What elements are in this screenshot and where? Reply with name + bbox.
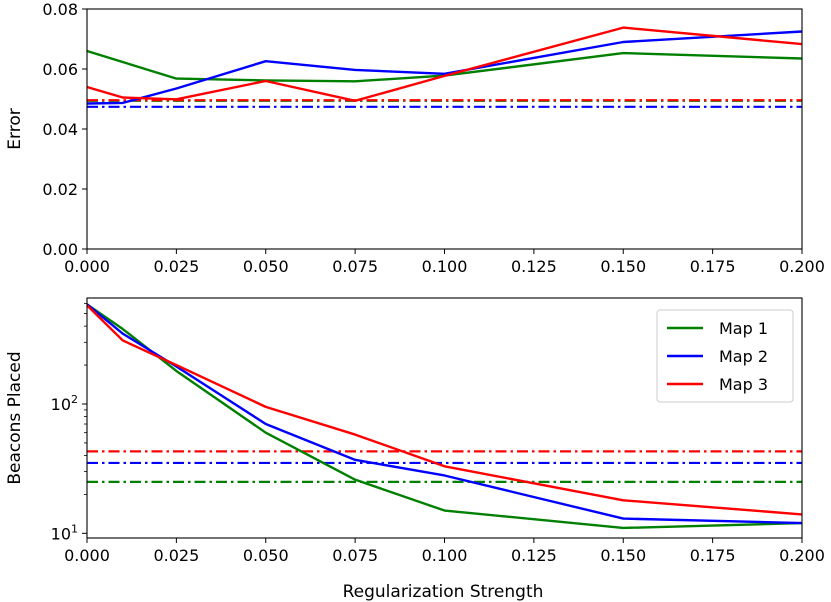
legend-box bbox=[656, 309, 794, 403]
plot-frame bbox=[86, 8, 803, 250]
legend-label: Map 2 bbox=[719, 347, 768, 366]
x-tick-label: 0.050 bbox=[243, 546, 289, 565]
y-tick-label: 0.02 bbox=[42, 180, 78, 199]
series-line-map-3 bbox=[87, 304, 802, 516]
y-tick-label: 102 bbox=[51, 393, 78, 414]
series-line-map-2 bbox=[87, 30, 802, 105]
y-tick-label: 0.00 bbox=[42, 240, 78, 259]
x-tick-label: 0.150 bbox=[600, 546, 646, 565]
series-line-map-3 bbox=[87, 26, 802, 103]
legend-label: Map 1 bbox=[719, 319, 768, 338]
error-panel: 0.000 0.025 0.050 0.075 0.100 0.125 0.150 0.175… bbox=[5, 0, 825, 276]
y-tick-base: 10 bbox=[51, 524, 71, 543]
y-tick-exponent: 1 bbox=[71, 522, 78, 535]
y-tick-label: 101 bbox=[51, 522, 78, 543]
series-line-map-1 bbox=[87, 303, 802, 530]
x-tick-label: 0.150 bbox=[600, 257, 646, 276]
y-tick-label: 0.04 bbox=[42, 120, 78, 139]
y-axis-label: Error bbox=[5, 108, 25, 149]
beacons-panel: 0.000 0.025 0.050 0.075 0.100 0.125 0.150 0.175… bbox=[5, 297, 825, 565]
x-tick-label: 0.000 bbox=[64, 546, 110, 565]
series-line-map-1 bbox=[87, 49, 802, 83]
x-tick-label: 0.075 bbox=[332, 546, 378, 565]
x-tick-label: 0.100 bbox=[422, 257, 468, 276]
x-axis-label: Regularization Strength bbox=[343, 582, 544, 602]
x-tick-label: 0.050 bbox=[243, 257, 289, 276]
series-line-map-2 bbox=[87, 303, 802, 525]
x-tick-label: 0.125 bbox=[511, 546, 557, 565]
y-tick-label: 0.08 bbox=[42, 0, 78, 19]
x-tick-label: 0.000 bbox=[64, 257, 110, 276]
y-tick-label: 0.06 bbox=[42, 60, 78, 79]
x-tick-label: 0.125 bbox=[511, 257, 557, 276]
y-axis-label: Beacons Placed bbox=[5, 351, 25, 484]
x-tick-label: 0.175 bbox=[690, 546, 736, 565]
x-tick-label: 0.025 bbox=[153, 546, 199, 565]
legend-label: Map 3 bbox=[719, 375, 768, 394]
x-tick-label: 0.200 bbox=[779, 257, 825, 276]
x-tick-label: 0.100 bbox=[422, 546, 468, 565]
y-tick-exponent: 2 bbox=[71, 393, 78, 406]
x-tick-label: 0.200 bbox=[779, 546, 825, 565]
legend: Map 1 Map 2 Map 3 bbox=[656, 309, 794, 403]
x-tick-label: 0.175 bbox=[690, 257, 736, 276]
x-tick-label: 0.075 bbox=[332, 257, 378, 276]
x-tick-label: 0.025 bbox=[153, 257, 199, 276]
y-tick-base: 10 bbox=[51, 395, 71, 414]
